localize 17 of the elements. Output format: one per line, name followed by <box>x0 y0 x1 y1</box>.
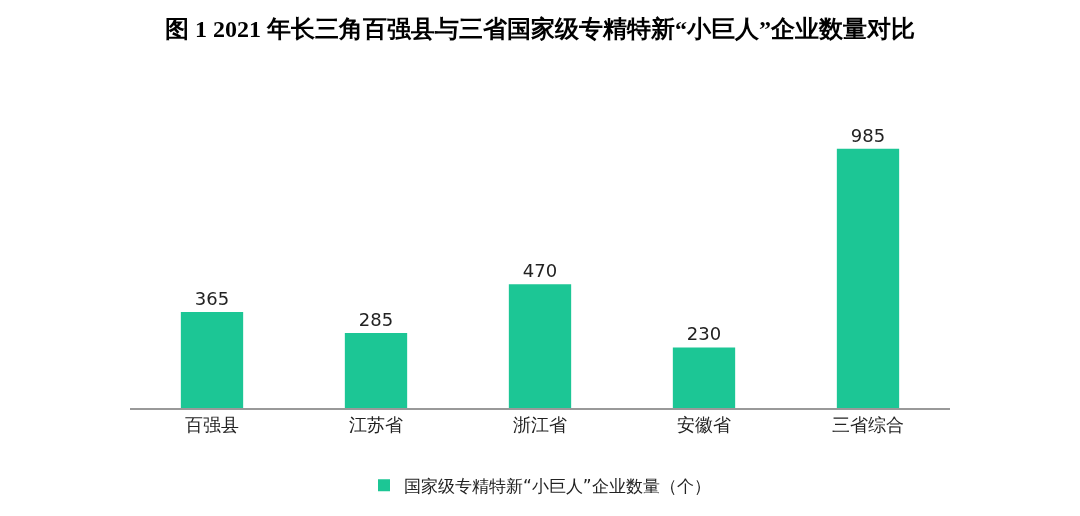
bar <box>672 347 736 408</box>
x-tick-label: 江苏省 <box>349 414 403 436</box>
x-tick-label: 安徽省 <box>677 414 731 436</box>
data-label: 230 <box>686 323 722 345</box>
bar <box>508 284 572 408</box>
data-label: 985 <box>850 124 886 146</box>
bar <box>344 333 408 408</box>
data-label: 365 <box>194 287 230 309</box>
bar <box>836 148 900 408</box>
data-label: 285 <box>358 309 394 331</box>
bar <box>180 311 244 408</box>
x-tick-label: 百强县 <box>185 414 239 436</box>
chart-title: 图 1 2021 年长三角百强县与三省国家级专精特新“小巨人”企业数量对比 <box>165 16 915 43</box>
data-label: 470 <box>522 260 558 282</box>
x-tick-label: 三省综合 <box>832 414 904 436</box>
legend-label: 国家级专精特新“小巨人”企业数量（个） <box>404 475 711 496</box>
x-tick-label: 浙江省 <box>513 414 567 436</box>
